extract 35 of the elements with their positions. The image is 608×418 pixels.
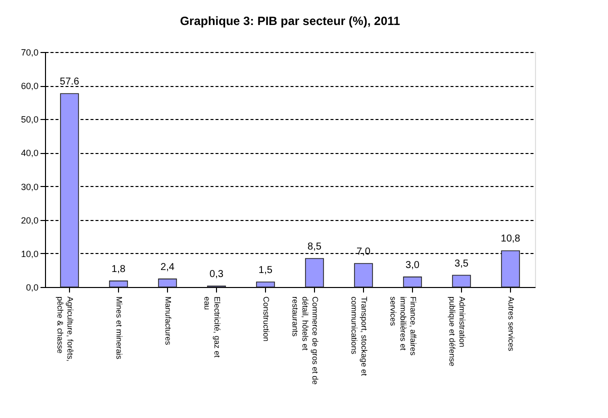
x-tick-label: Electricité, gaz et eau	[202, 296, 222, 358]
y-tick-label: 20,0	[20, 215, 38, 226]
y-tick-label: 70,0	[20, 48, 38, 58]
bar	[109, 280, 128, 288]
bar	[452, 274, 471, 288]
x-tick-label: Manufactures	[164, 296, 172, 345]
data-label: 57.6	[60, 76, 80, 88]
bar	[60, 93, 79, 288]
x-tick-label: Commerce de gros et de détail, hôtels et restaurants	[290, 296, 320, 386]
x-tick-label: Autres services	[506, 296, 516, 352]
x-tick-label: Construction	[262, 296, 270, 342]
bar	[403, 276, 422, 288]
y-tick-label: 60,0	[20, 81, 38, 92]
x-tick-label: Mines et minerais	[114, 296, 124, 360]
data-label: 8,5	[308, 241, 322, 252]
data-label: 1,5	[258, 264, 273, 276]
data-label: 3,5	[454, 258, 469, 270]
bar	[501, 250, 520, 288]
bar	[158, 278, 177, 288]
y-tick-label: 10,0	[20, 248, 38, 259]
y-tick-label: 40,0	[20, 148, 38, 158]
data-label: 0,3	[210, 268, 224, 280]
x-tick-label: Agriculture, forêts, pêche & chasse	[56, 296, 74, 362]
data-label: 1,8	[112, 264, 126, 275]
x-tick-label: Finance, affaires immobilières et services	[388, 296, 418, 356]
data-label: 3,0	[406, 260, 420, 271]
data-label: 2,4	[160, 262, 175, 273]
bar	[256, 282, 275, 288]
bar	[354, 263, 373, 288]
bar	[305, 258, 324, 288]
data-label: 10,8	[500, 234, 521, 245]
chart-title: Graphique 3: PIB par secteur (%), 2011	[180, 14, 400, 28]
y-tick-label: 50,0	[20, 114, 38, 125]
y-tick-label: 30,0	[20, 182, 38, 192]
y-tick-label: 0,0	[26, 282, 38, 292]
